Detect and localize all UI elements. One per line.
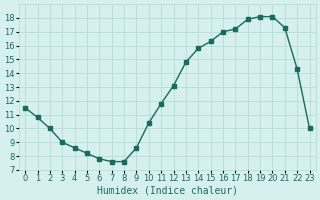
X-axis label: Humidex (Indice chaleur): Humidex (Indice chaleur)	[97, 186, 238, 196]
